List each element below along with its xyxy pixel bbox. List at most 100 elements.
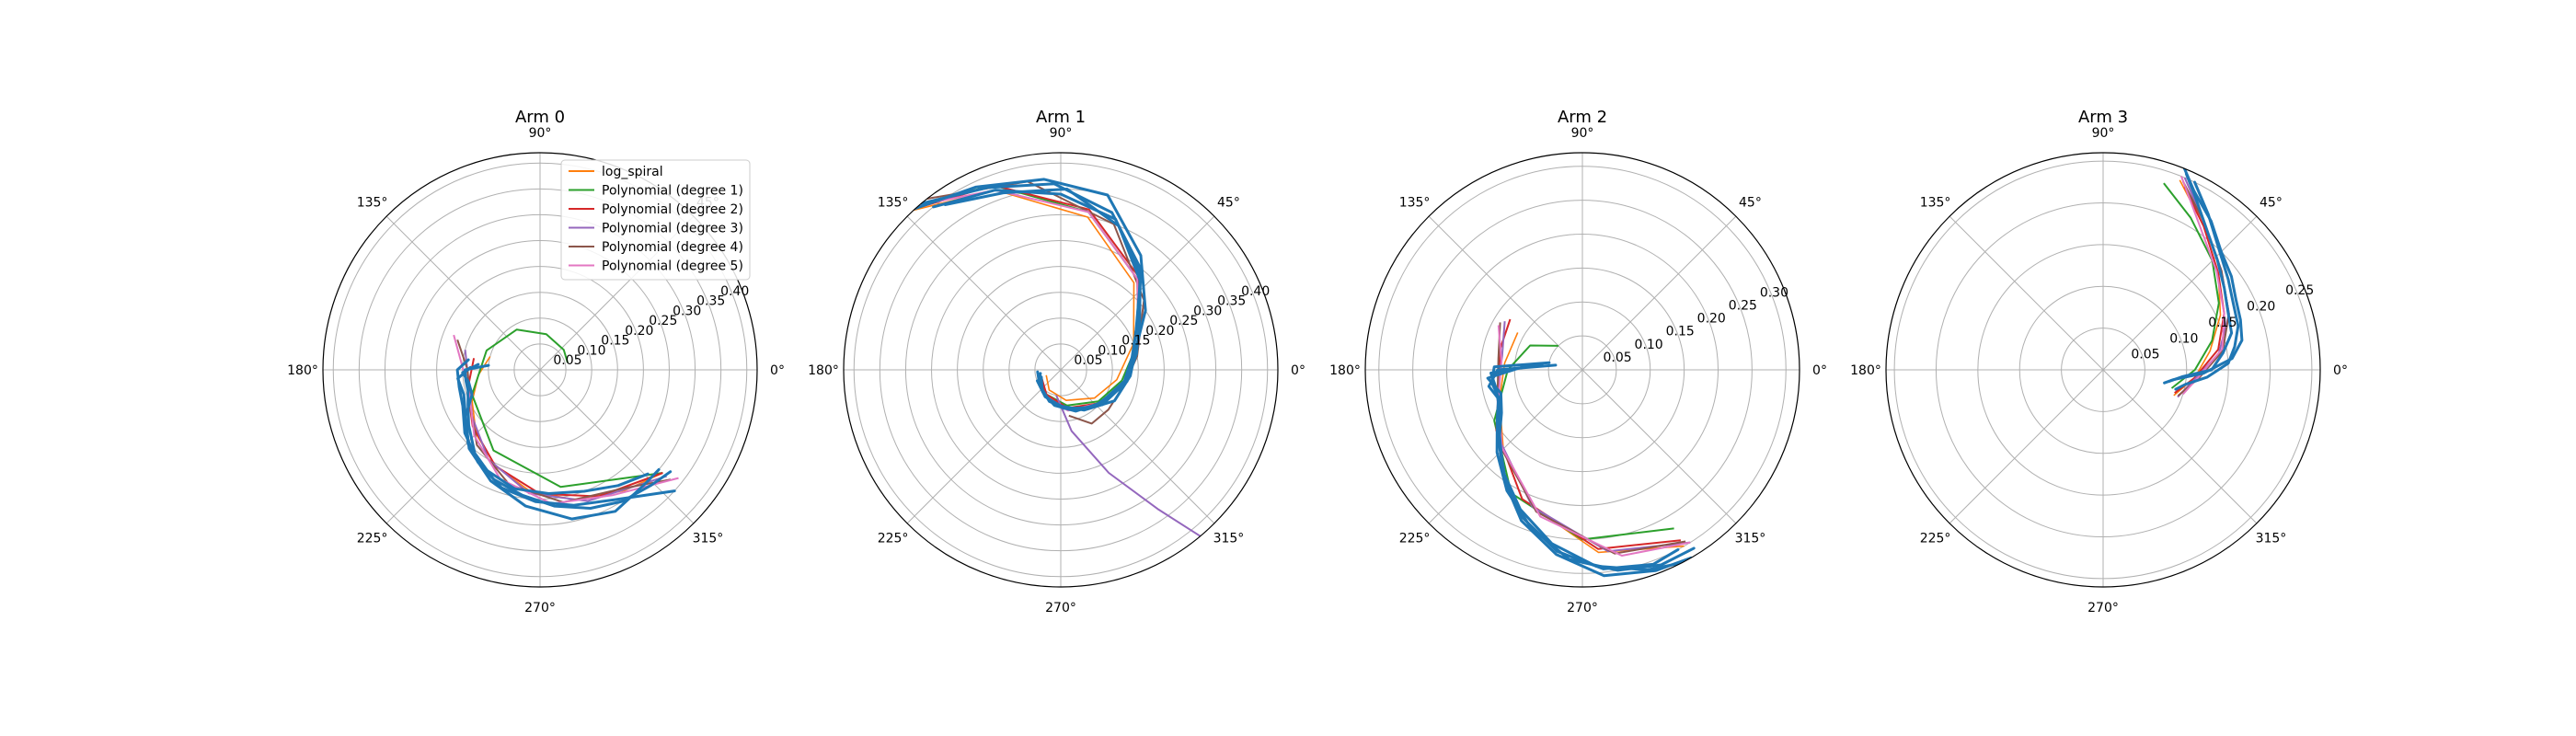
theta-tick-label: 180° bbox=[1329, 363, 1361, 378]
r-tick-label: 0.15 bbox=[1666, 325, 1695, 339]
r-tick-label: 0.15 bbox=[2208, 316, 2237, 330]
r-tick-label: 0.20 bbox=[2247, 300, 2275, 315]
data-track-line bbox=[943, 188, 1142, 410]
theta-tick-label: 135° bbox=[878, 196, 909, 211]
plot-area bbox=[2163, 167, 2244, 398]
r-tick-label: 0.05 bbox=[553, 353, 581, 368]
panel-title: Arm 0 bbox=[515, 108, 565, 127]
fit-line-log-spiral bbox=[903, 189, 1135, 401]
r-tick-label: 0.30 bbox=[1760, 285, 1788, 300]
r-tick-label: 0.25 bbox=[649, 314, 677, 328]
fit-line-polynomial-degree-5- bbox=[930, 189, 1140, 412]
theta-tick-label: 180° bbox=[808, 363, 839, 378]
theta-tick-label: 0° bbox=[2333, 363, 2348, 378]
theta-gridline bbox=[2102, 369, 2258, 524]
data-track-line bbox=[2174, 180, 2240, 391]
theta-gridline bbox=[1428, 215, 1583, 371]
theta-tick-label: 270° bbox=[1045, 601, 1076, 615]
theta-gridline bbox=[906, 369, 1062, 524]
fit-line-polynomial-degree-5- bbox=[2180, 176, 2225, 396]
polar-outline bbox=[322, 152, 758, 588]
theta-tick-label: 45° bbox=[1739, 196, 1762, 211]
data-track-line bbox=[902, 178, 1147, 412]
r-tick-label: 0.25 bbox=[1169, 314, 1198, 328]
theta-tick-label: 0° bbox=[1291, 363, 1305, 378]
theta-tick-label: 225° bbox=[1399, 531, 1431, 546]
theta-tick-label: 135° bbox=[1399, 196, 1431, 211]
plot-area bbox=[902, 178, 1238, 560]
theta-tick-label: 315° bbox=[1735, 531, 1766, 546]
r-tick-label: 0.05 bbox=[1603, 351, 1631, 365]
theta-tick-label: 45° bbox=[1217, 196, 1240, 211]
theta-tick-label: 90° bbox=[2092, 126, 2115, 141]
theta-gridline bbox=[1581, 215, 1737, 371]
fit-line-polynomial-degree-4- bbox=[456, 339, 672, 503]
theta-tick-label: 0° bbox=[770, 363, 785, 378]
r-tick-label: 0.05 bbox=[2131, 348, 2159, 362]
theta-tick-label: 45° bbox=[2260, 196, 2283, 211]
theta-gridline bbox=[2102, 215, 2258, 371]
theta-tick-label: 180° bbox=[1850, 363, 1881, 378]
r-tick-label: 0.30 bbox=[673, 304, 701, 318]
legend-frame bbox=[560, 159, 751, 281]
legend-label: Polynomial (degree 3) bbox=[602, 222, 743, 236]
theta-tick-label: 270° bbox=[524, 601, 556, 615]
r-tick-label: 0.40 bbox=[720, 284, 749, 299]
plot-area bbox=[1486, 318, 1696, 578]
theta-tick-label: 225° bbox=[1920, 531, 1951, 546]
theta-tick-label: 225° bbox=[878, 531, 909, 546]
polar-outline bbox=[1885, 152, 2321, 588]
data-track-line bbox=[455, 358, 676, 507]
theta-tick-label: 270° bbox=[1567, 601, 1598, 615]
theta-gridline bbox=[906, 215, 1062, 371]
theta-tick-label: 135° bbox=[1920, 196, 1951, 211]
data-track-line bbox=[1486, 363, 1680, 570]
theta-gridline bbox=[539, 369, 695, 524]
fit-line-polynomial-degree-4- bbox=[926, 180, 1145, 425]
theta-tick-label: 90° bbox=[1571, 126, 1594, 141]
r-tick-label: 0.20 bbox=[625, 324, 653, 339]
r-tick-label: 0.25 bbox=[1729, 298, 1757, 313]
panel-title: Arm 3 bbox=[2078, 108, 2128, 127]
theta-gridline bbox=[385, 369, 541, 524]
r-tick-label: 0.10 bbox=[1635, 338, 1663, 352]
r-tick-label: 0.35 bbox=[696, 294, 725, 309]
theta-tick-label: 270° bbox=[2087, 601, 2119, 615]
theta-gridline bbox=[1060, 369, 1215, 524]
theta-tick-label: 315° bbox=[1213, 531, 1245, 546]
theta-gridline bbox=[1949, 369, 2104, 524]
r-tick-label: 0.10 bbox=[1098, 343, 1126, 358]
theta-tick-label: 180° bbox=[287, 363, 318, 378]
panel-title: Arm 1 bbox=[1036, 108, 1086, 127]
r-tick-label: 0.15 bbox=[1121, 334, 1150, 349]
polar-panel-1: 0° 45° 90° 135° 180° 225° 270° 315° 0.050.100.15… bbox=[808, 108, 1305, 615]
theta-tick-label: 315° bbox=[2256, 531, 2287, 546]
r-tick-label: 0.10 bbox=[577, 343, 605, 358]
r-tick-label: 0.20 bbox=[1145, 324, 1174, 339]
theta-tick-label: 315° bbox=[693, 531, 724, 546]
legend-label: Polynomial (degree 1) bbox=[602, 184, 743, 199]
r-tick-label: 0.25 bbox=[2285, 283, 2314, 298]
r-tick-label: 0.15 bbox=[601, 334, 629, 349]
data-track-line bbox=[2168, 172, 2234, 384]
theta-gridline bbox=[1581, 369, 1737, 524]
theta-gridline bbox=[385, 215, 541, 371]
legend-label: Polynomial (degree 2) bbox=[602, 202, 743, 217]
panel-title: Arm 2 bbox=[1558, 108, 1607, 127]
theta-tick-label: 0° bbox=[1812, 363, 1827, 378]
r-tick-label: 0.05 bbox=[1074, 353, 1102, 368]
theta-tick-label: 90° bbox=[529, 126, 552, 141]
theta-gridline bbox=[1949, 215, 2104, 371]
fit-line-polynomial-degree-1- bbox=[471, 328, 663, 489]
r-tick-label: 0.10 bbox=[2169, 331, 2198, 346]
r-tick-label: 0.35 bbox=[1217, 294, 1246, 309]
legend-label: log_spiral bbox=[602, 165, 663, 179]
r-tick-label: 0.40 bbox=[1241, 284, 1270, 299]
theta-tick-label: 225° bbox=[357, 531, 388, 546]
polar-outline bbox=[843, 152, 1279, 588]
r-tick-label: 0.30 bbox=[1193, 304, 1222, 318]
r-tick-label: 0.20 bbox=[1697, 312, 1726, 327]
fit-line-polynomial-degree-1- bbox=[2163, 182, 2220, 389]
data-track-line bbox=[919, 182, 1142, 411]
